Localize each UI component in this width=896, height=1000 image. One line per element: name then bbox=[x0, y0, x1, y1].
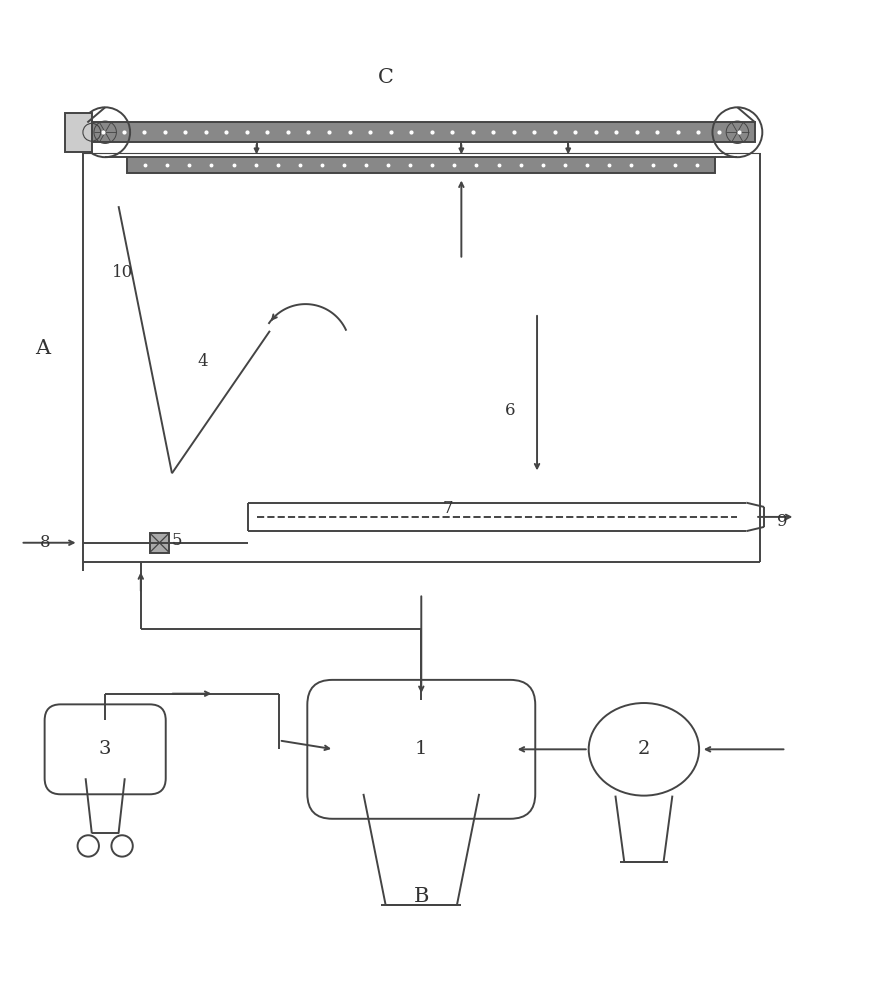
Text: 7: 7 bbox=[443, 500, 453, 517]
Text: 8: 8 bbox=[40, 534, 51, 551]
Text: 2: 2 bbox=[638, 740, 650, 758]
Bar bbox=[88, 122, 755, 142]
Text: 4: 4 bbox=[198, 353, 209, 370]
Text: 6: 6 bbox=[505, 402, 515, 419]
Text: 3: 3 bbox=[99, 740, 111, 758]
Text: C: C bbox=[378, 68, 393, 87]
Text: 5: 5 bbox=[171, 532, 182, 549]
Text: 9: 9 bbox=[777, 513, 788, 530]
Text: 1: 1 bbox=[415, 740, 427, 758]
Text: 10: 10 bbox=[112, 264, 134, 281]
Text: A: A bbox=[35, 339, 50, 358]
Bar bbox=[127, 157, 715, 173]
Bar bbox=[150, 533, 169, 553]
Bar bbox=[65, 113, 91, 152]
Text: B: B bbox=[414, 887, 429, 906]
